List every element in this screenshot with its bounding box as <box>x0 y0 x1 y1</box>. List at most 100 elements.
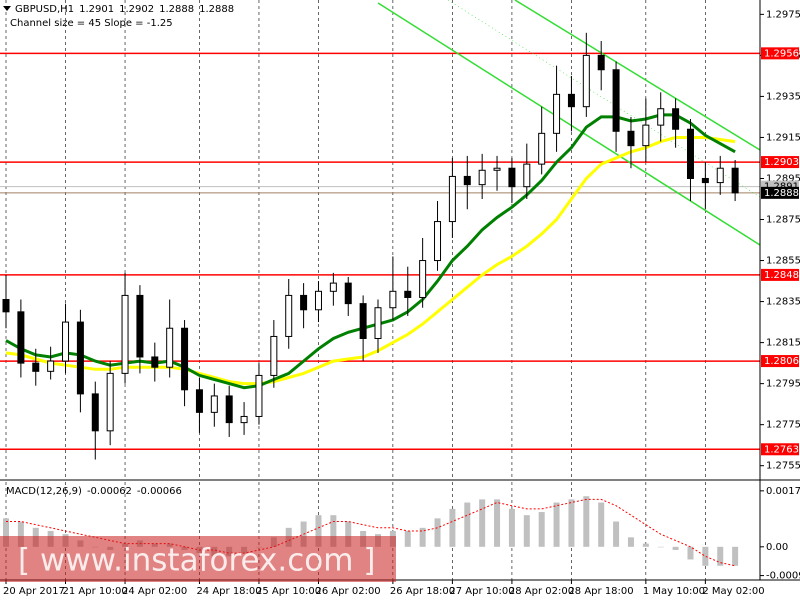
price-label: 1.2888 <box>764 188 799 199</box>
candle-body <box>419 260 427 298</box>
candle-body <box>300 294 308 311</box>
candle-body <box>538 132 546 165</box>
candle-body <box>612 69 620 132</box>
candle-body <box>508 167 516 188</box>
x-tick-label: 26 Apr 18:00 <box>390 586 455 597</box>
chart-subtitle: Channel size = 45 Slope = -1.25 <box>10 18 173 29</box>
level-label: 1.2903 <box>764 157 799 168</box>
x-tick-label: 25 Apr 10:00 <box>256 586 321 597</box>
y-tick-label: 1.2975 <box>766 9 800 20</box>
channel-layer <box>377 0 761 246</box>
candle-body <box>76 321 84 395</box>
level-label: 1.2763 <box>764 444 799 455</box>
macd-bar <box>315 515 322 547</box>
candle-body <box>553 93 561 134</box>
candle-body <box>240 415 248 424</box>
candle-body <box>716 167 724 184</box>
candle-body <box>359 303 367 339</box>
candle-body <box>389 290 397 309</box>
candle-body <box>374 307 382 339</box>
macd-bar <box>553 502 560 547</box>
candle-body <box>91 393 99 432</box>
header-value: 1.2888 <box>159 4 194 15</box>
x-tick-label: 27 Apr 10:00 <box>449 586 514 597</box>
candle-body <box>121 294 129 374</box>
candle-body <box>478 169 486 186</box>
y-tick-label: 1.2875 <box>766 215 800 226</box>
macd-bar <box>702 546 709 566</box>
y-tick-label: 0.00 <box>766 542 788 553</box>
y-tick-label: 1.2835 <box>766 297 800 308</box>
channel-midline <box>447 0 761 198</box>
x-tick-label: 26 Apr 02:00 <box>315 586 380 597</box>
level-label: 1.2848 <box>764 270 799 281</box>
channel-line <box>514 0 761 151</box>
candle-body <box>642 124 650 147</box>
level-label: 1.2956 <box>764 48 799 59</box>
moving-average <box>5 113 736 390</box>
candle-body <box>225 395 233 424</box>
y-tick-label: 1.2795 <box>766 379 800 390</box>
header-value: 1.2888 <box>199 4 234 15</box>
watermark-layer: [ www.instaforex.com ] <box>0 536 396 582</box>
channel-line <box>377 2 761 246</box>
level-label-box <box>761 443 799 456</box>
macd-bar <box>598 502 605 547</box>
y-tick-label: 1.2895 <box>766 173 800 184</box>
candle-body <box>448 175 456 223</box>
candle-body <box>181 327 189 391</box>
macd-header: MACD(12,26,9) -0.00062 -0.00066 <box>6 486 182 497</box>
candle-body <box>136 294 144 358</box>
header-value: -0.00062 <box>87 486 132 497</box>
macd-bar <box>613 521 620 547</box>
candle-body <box>686 128 694 179</box>
candle-body <box>32 362 40 372</box>
macd-bar <box>434 518 441 547</box>
level-label-box <box>761 355 799 368</box>
watermark-text: [ www.instaforex.com ] <box>18 543 375 579</box>
macd-bar <box>687 546 694 560</box>
y-tick-label: 1.2755 <box>766 461 800 472</box>
candle-body <box>672 108 680 130</box>
macd-bar <box>568 499 575 547</box>
candle-body <box>463 175 471 186</box>
level-label-box <box>761 268 799 281</box>
x-tick-label: 1 May 10:00 <box>643 586 705 597</box>
macd-bar <box>404 531 411 547</box>
menu-arrow <box>3 6 11 11</box>
y-tick-label: 0.00177 <box>766 486 800 497</box>
y-tick-label: 1.2935 <box>766 91 800 102</box>
candle-body <box>523 163 531 188</box>
candle-body <box>195 389 203 413</box>
candle-body <box>582 54 590 108</box>
macd-bar <box>642 543 649 547</box>
x-tick-label: 24 Apr 02:00 <box>122 586 187 597</box>
macd-bar <box>672 546 679 550</box>
macd-bar <box>583 496 590 547</box>
macd-bar <box>449 508 456 547</box>
header-title: GBPUSD,H1 <box>15 4 74 15</box>
candle-body <box>329 282 337 292</box>
candle-body <box>493 167 501 171</box>
candle-body <box>344 282 352 305</box>
macd-bar <box>345 521 352 547</box>
macd-bar <box>627 537 634 547</box>
header-title: MACD(12,26,9) <box>6 486 82 497</box>
moving-average <box>5 136 736 386</box>
candle-body <box>17 311 25 364</box>
level-label-box <box>761 156 799 169</box>
y-tick-label: -0.00091 <box>766 571 800 582</box>
y-tick-label: 1.2915 <box>766 132 800 143</box>
candle-body <box>627 130 635 147</box>
macd-bar <box>657 546 664 548</box>
candle-body <box>404 290 412 298</box>
candle-body <box>62 321 70 362</box>
y-tick-label: 1.2855 <box>766 256 800 267</box>
macd-signal <box>6 498 736 567</box>
candle-body <box>151 356 159 368</box>
macd-bar <box>494 499 501 547</box>
candle-body <box>434 221 442 262</box>
candle-body <box>657 108 665 126</box>
